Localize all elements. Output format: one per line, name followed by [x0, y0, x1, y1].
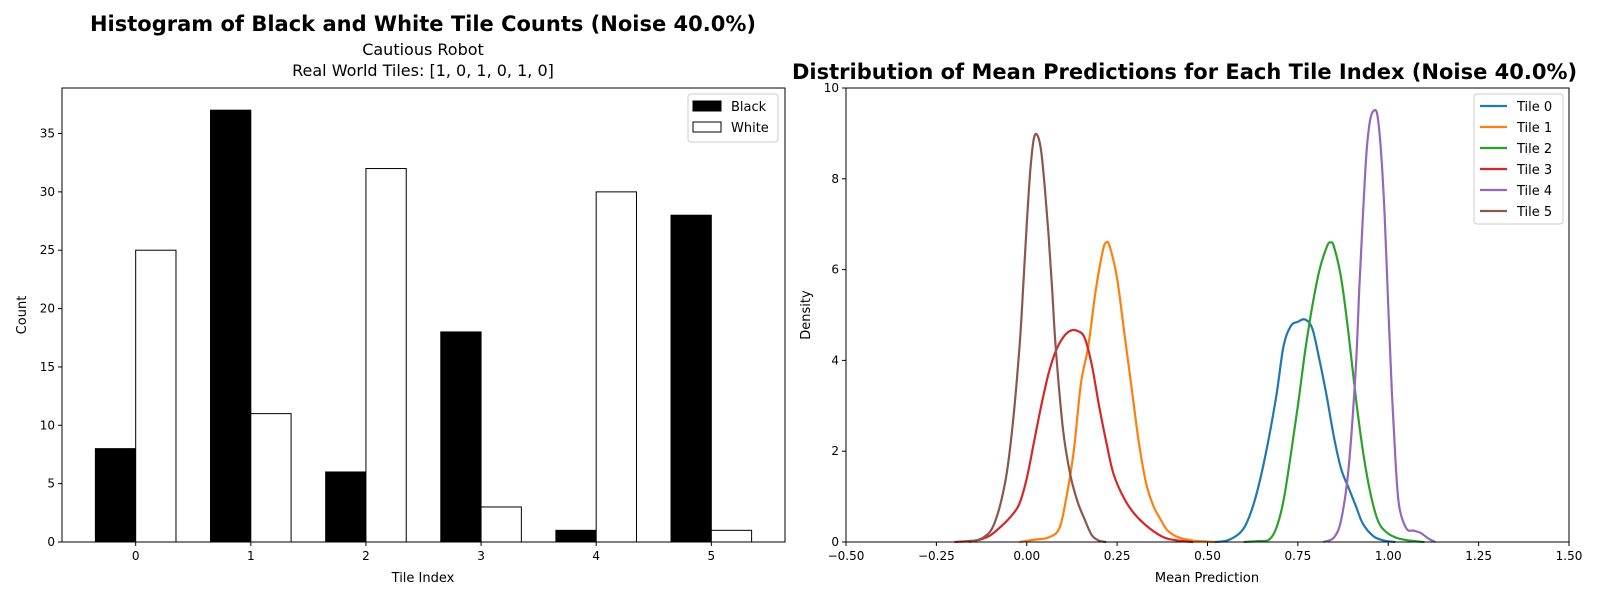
density-x-ticks: −0.50 −0.25 0.00 0.25 0.50 0.75 1.00 1.25 1.50 [828, 542, 1583, 563]
bar-white-tile-3 [480, 506, 522, 543]
density-chart: Distribution of Mean Predictions for Eac… [792, 60, 1582, 586]
density-legend: Tile 0 Tile 1 Tile 2 Tile 3 Tile 4 Tile 5 [1473, 93, 1564, 225]
legend-label-tile-0: Tile 0 [1516, 100, 1552, 115]
histogram-y-ticks: 0 5 10 15 20 25 30 35 [40, 127, 62, 549]
legend-label-white: White [731, 121, 769, 136]
bar-white-tile-4 [595, 191, 637, 543]
histogram-y-tick-label: 35 [40, 127, 55, 141]
histogram-x-tick-label: 4 [592, 549, 600, 563]
bar-black-tile-1 [210, 109, 252, 543]
histogram-chart: Histogram of Black and White Tile Counts… [15, 12, 786, 586]
histogram-y-tick-label: 25 [40, 243, 55, 257]
histogram-y-axis-label: Count [15, 296, 30, 335]
legend-label-black: Black [731, 100, 767, 115]
histogram-y-tick-label: 20 [40, 302, 55, 316]
density-curve-tile-3 [954, 328, 1194, 544]
histogram-x-axis-label: Tile Index [391, 571, 455, 586]
density-y-tick-label: 8 [831, 172, 839, 186]
density-curve-tile-5 [968, 132, 1107, 544]
bar-white-tile-2 [365, 168, 407, 543]
bar-white-tile-1 [250, 413, 292, 543]
histogram-bars [94, 109, 753, 543]
legend-swatch-white [692, 121, 722, 133]
density-x-tick-label: 0.25 [1104, 549, 1131, 563]
histogram-x-ticks: 0 1 2 3 4 5 [132, 542, 715, 563]
density-curve-tile-1 [1019, 240, 1215, 544]
density-curves [954, 108, 1436, 544]
histogram-x-tick-label: 3 [477, 549, 485, 563]
bar-black-tile-2 [325, 471, 367, 543]
legend-label-tile-4: Tile 4 [1516, 184, 1552, 199]
histogram-title: Histogram of Black and White Tile Counts… [90, 12, 756, 36]
density-x-tick-label: 1.50 [1556, 549, 1583, 563]
density-x-tick-label: 1.00 [1375, 549, 1402, 563]
bar-white-tile-5 [710, 529, 753, 543]
histogram-y-tick-label: 30 [40, 185, 55, 199]
density-x-tick-label: 1.25 [1465, 549, 1492, 563]
histogram-plot-frame [61, 87, 786, 543]
histogram-subtitle-line-2: Real World Tiles: [1, 0, 1, 0, 1, 0] [292, 61, 554, 80]
density-y-tick-label: 0 [831, 535, 839, 549]
legend-swatch-black [692, 100, 722, 112]
legend-label-tile-2: Tile 2 [1516, 142, 1552, 157]
legend-label-tile-5: Tile 5 [1516, 205, 1552, 220]
density-y-axis-label: Density [799, 290, 814, 340]
legend-label-tile-3: Tile 3 [1516, 163, 1552, 178]
histogram-y-tick-label: 10 [40, 418, 55, 432]
density-x-tick-label: −0.50 [828, 549, 865, 563]
bar-black-tile-3 [440, 331, 482, 543]
histogram-subtitle-line-1: Cautious Robot [362, 40, 484, 59]
density-y-tick-label: 4 [831, 353, 839, 367]
density-x-tick-label: 0.00 [1013, 549, 1040, 563]
density-curve-tile-4 [1322, 108, 1436, 544]
legend-label-tile-1: Tile 1 [1516, 121, 1552, 136]
density-curve-tile-0 [1214, 318, 1396, 544]
density-x-tick-label: 0.75 [1285, 549, 1312, 563]
histogram-x-tick-label: 1 [247, 549, 255, 563]
density-curve-tile-2 [1243, 241, 1425, 544]
histogram-y-tick-label: 0 [47, 535, 55, 549]
density-title: Distribution of Mean Predictions for Eac… [792, 60, 1577, 84]
histogram-y-tick-label: 5 [47, 477, 55, 491]
histogram-legend: Black White [687, 93, 779, 143]
bar-black-tile-4 [555, 529, 597, 543]
density-x-tick-label: −0.25 [918, 549, 955, 563]
density-y-tick-label: 10 [824, 81, 839, 95]
bar-black-tile-5 [670, 214, 712, 543]
density-y-tick-label: 2 [831, 444, 839, 458]
histogram-x-tick-label: 2 [362, 549, 370, 563]
histogram-x-tick-label: 5 [707, 549, 715, 563]
density-x-axis-label: Mean Prediction [1155, 571, 1259, 586]
bar-black-tile-0 [94, 448, 137, 543]
density-y-tick-label: 6 [831, 263, 839, 277]
density-x-tick-label: 0.50 [1194, 549, 1221, 563]
density-plot-frame [845, 87, 1570, 543]
bar-white-tile-0 [135, 249, 177, 543]
histogram-x-tick-label: 0 [132, 549, 140, 563]
histogram-y-tick-label: 15 [40, 360, 55, 374]
density-y-ticks: 0 2 4 6 8 10 [824, 81, 846, 549]
